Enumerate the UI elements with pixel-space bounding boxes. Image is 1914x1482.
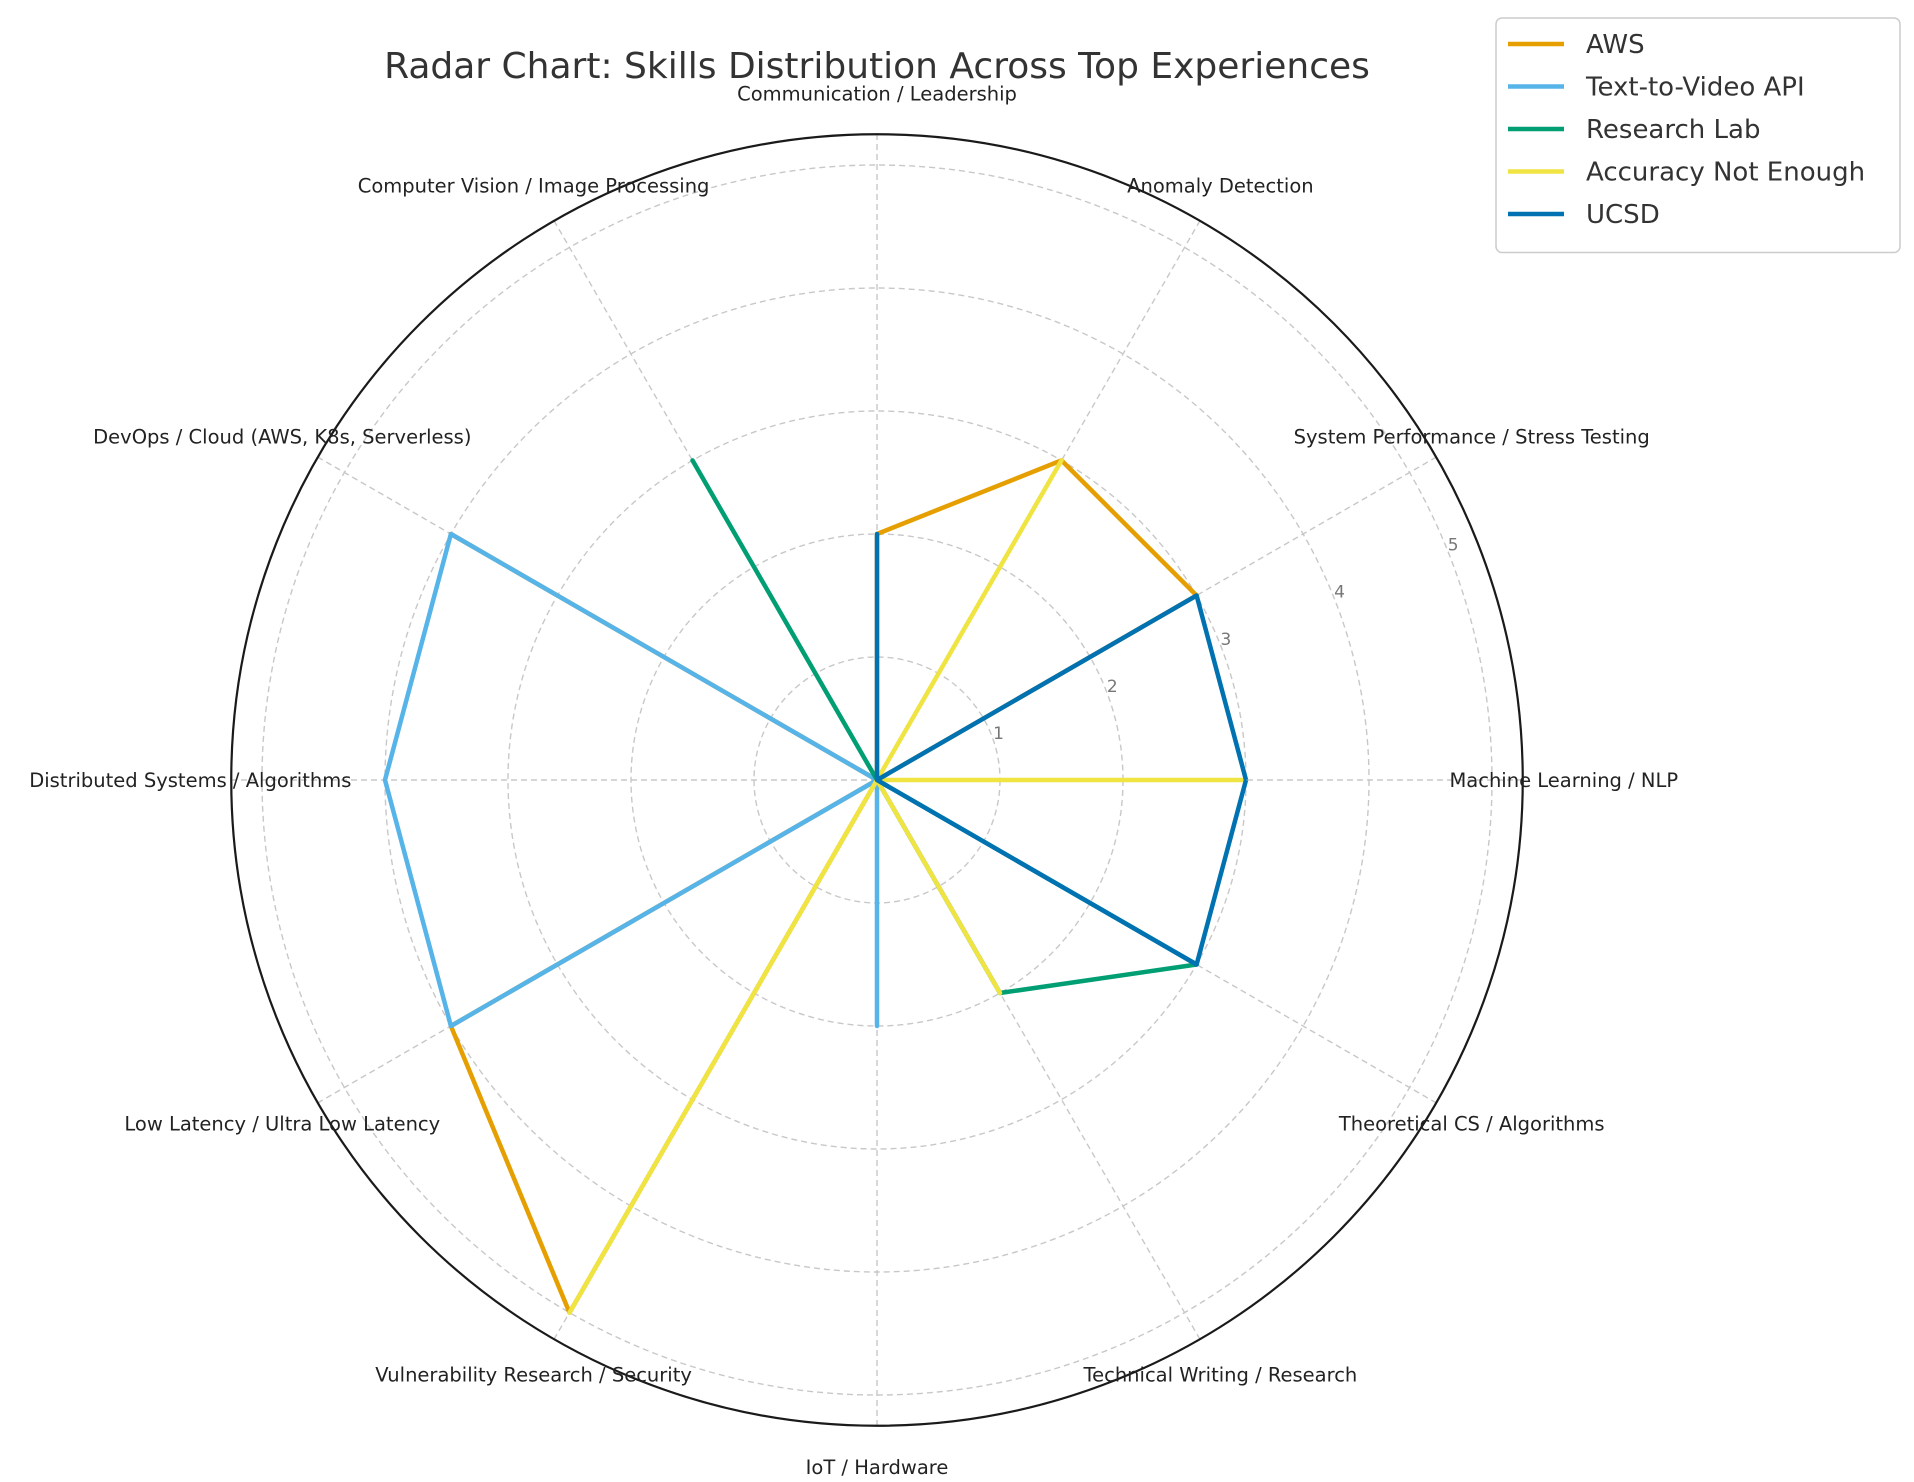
outer-frame [230,133,1524,1427]
category-label-low-latency-ultra-low-latency: Low Latency / Ultra Low Latency [124,1112,440,1135]
series-line-accuracy-not-enough [567,458,1246,1315]
legend-label-text-to-video-api: Text-to-Video API [1585,73,1805,103]
category-label-iot-hardware: IoT / Hardware [806,1456,949,1479]
category-label-anomaly-detection: Anomaly Detection [1127,174,1313,197]
category-label-devops-cloud-aws-k8s-serverless: DevOps / Cloud (AWS, K8s, Serverless) [93,426,471,449]
radial-tick-label-3: 3 [1220,630,1231,650]
radial-tick-label-5: 5 [1448,536,1459,556]
series-line-text-to-video-api [382,531,880,1029]
category-label-technical-writing-research: Technical Writing / Research [1083,1364,1358,1387]
category-label-theoretical-cs-algorithms: Theoretical CS / Algorithms [1338,1112,1605,1135]
chart-title: Radar Chart: Skills Distribution Across … [384,46,1370,87]
legend-label-ucsd: UCSD [1586,200,1660,230]
series-line-aws [448,458,1199,1315]
spoke-line-technical-writing-research [876,779,1201,1340]
category-label-system-performance-stress-testing: System Performance / Stress Testing [1294,426,1650,449]
legend-label-aws: AWS [1586,30,1645,60]
category-label-vulnerability-research-security: Vulnerability Research / Security [375,1364,692,1387]
legend: AWS Text-to-Video API Research Lab Accuracy… [1495,17,1901,254]
radial-tick-label-2: 2 [1107,677,1118,697]
radar-series [382,458,1249,1315]
radial-tick-labels: 1 2 3 4 5 [993,536,1458,744]
category-label-computer-vision-image-processing: Computer Vision / Image Processing [358,174,710,197]
legend-box [1495,17,1901,254]
series-line-research-lab [690,458,1199,996]
legend-label-research-lab: Research Lab [1586,115,1760,145]
legend-label-accuracy-not-enough: Accuracy Not Enough [1586,158,1865,188]
grid-ring-5 [261,164,1493,1396]
series-line-ucsd [874,531,1249,967]
radial-tick-label-4: 4 [1334,583,1345,603]
category-label-machine-learning-nlp: Machine Learning / NLP [1449,769,1678,792]
category-label-communication-leadership: Communication / Leadership [737,82,1017,105]
radial-tick-label-1: 1 [993,724,1004,744]
category-label-distributed-systems-algorithms: Distributed Systems / Algorithms [29,769,351,792]
category-labels: Machine Learning / NLP System Performance… [29,82,1678,1479]
